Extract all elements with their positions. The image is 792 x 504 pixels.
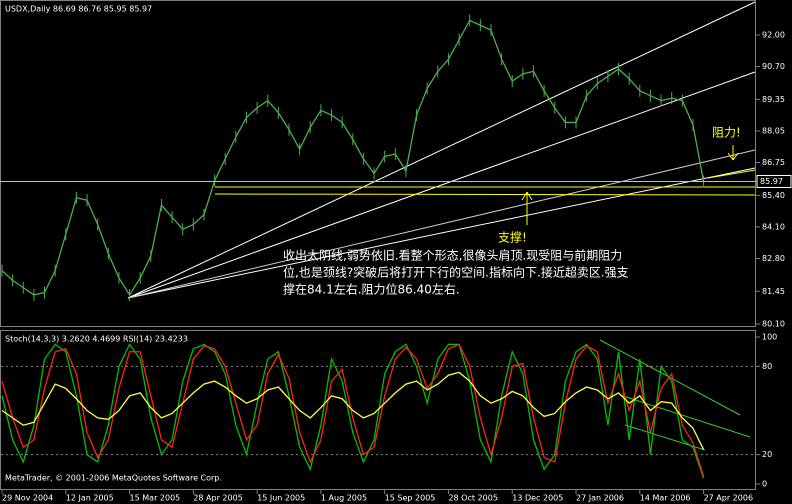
annotation-line: 收出太阴线,弱势依旧.看整个形态,很像头肩顶.现受阻与前期阻力 (283, 248, 622, 263)
y-tick-label: 89.35 (762, 95, 785, 104)
series-line (1, 371, 705, 450)
resistance-label: 阻力! (712, 126, 741, 140)
last-price-label: 85.97 (760, 177, 783, 186)
main-panel (0, 0, 756, 327)
y-tick-label: 100 (762, 333, 777, 342)
x-tick-label: 27 Apr 2006 (704, 494, 753, 503)
y-tick-label: 20 (762, 450, 772, 459)
stoch-trend-lines (599, 339, 751, 451)
x-tick-label: 29 Nov 2004 (2, 494, 53, 503)
x-tick-label: 1 Aug 2005 (321, 494, 367, 503)
x-tick-label: 15 Mar 2005 (130, 494, 181, 503)
y-tick-label: 80.10 (762, 320, 785, 329)
y-tick-label: 0 (762, 479, 767, 488)
x-tick-label: 14 Mar 2006 (640, 494, 691, 503)
x-tick-label: 28 Apr 2005 (193, 494, 242, 503)
y-tick-label: 86.75 (762, 158, 785, 167)
x-tick-label: 27 Jan 2006 (576, 494, 624, 503)
y-tick-label: 84.10 (762, 222, 785, 231)
x-tick-label: 15 Sep 2005 (385, 494, 436, 503)
y-tick-label: 81.45 (762, 287, 785, 296)
y-tick-label: 85.40 (762, 191, 785, 200)
y-tick-label: 90.70 (762, 62, 785, 71)
x-tick-label: 13 Dec 2005 (512, 494, 563, 503)
series-line (1, 343, 705, 477)
copyright: MetaTrader, © 2001-2006 MetaQuotes Softw… (5, 474, 222, 483)
indicator-panel (0, 330, 756, 490)
y-tick-label: 82.80 (762, 254, 785, 263)
y-tick-label: 80 (762, 362, 772, 371)
chart-header: USDX,Daily 86.69 86.76 85.95 85.97 (5, 5, 152, 14)
annotation-line: 位,也是颈线?突破后将打开下行的空间.指标向下.接近超卖区.强支 (283, 265, 629, 280)
y-tick-label: 92.00 (762, 30, 785, 39)
last-price-box (756, 174, 792, 188)
x-tick-label: 28 Oct 2005 (448, 494, 497, 503)
support-resistance-lines (214, 145, 756, 225)
series-line (1, 343, 705, 479)
support-label: 支撑! (498, 230, 527, 245)
annotation-line: 撑在84.1左右.阻力位86.40左右. (283, 282, 460, 297)
trend-lines (127, 1, 756, 299)
y-tick-label: 88.05 (762, 126, 785, 135)
x-tick-label: 15 Jun 2005 (257, 494, 305, 503)
x-tick-label: 12 Jan 2005 (66, 494, 114, 503)
indicator-header: Stoch(14,3,3) 3.2620 4.4699 RSI(14) 23.4… (5, 335, 188, 344)
